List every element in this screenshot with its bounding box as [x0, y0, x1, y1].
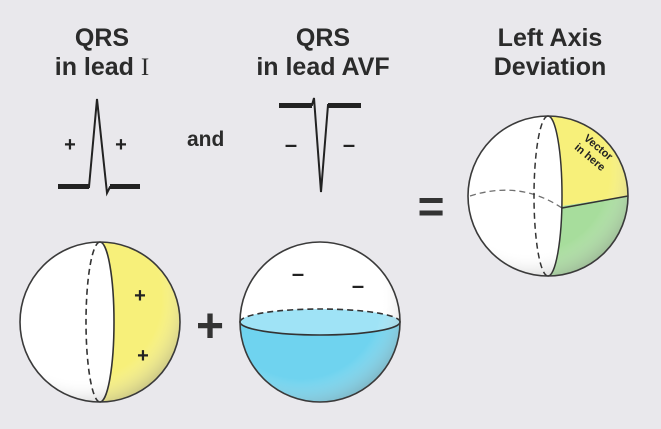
and-connector: and [187, 128, 225, 151]
lead1-baseline-bar [58, 184, 89, 189]
avf-heading-line2: in lead AVF [256, 53, 390, 81]
lead1-heading-line2: in lead I [22, 53, 182, 82]
plus-sign: + [196, 300, 224, 353]
result-heading: Left Axis Deviation [468, 24, 632, 82]
avf-heading: QRS in lead AVF [228, 24, 418, 82]
lead1-positive-sign-left: + [64, 134, 76, 156]
equals-sign: = [418, 180, 445, 232]
lead1-sphere-positive-2: + [137, 345, 149, 367]
avf-negative-sign-left: – [285, 132, 297, 157]
lead1-heading-roman: I [140, 54, 150, 81]
lead1-baseline-bar-right [110, 184, 140, 189]
lead1-positive-sign-right: + [115, 134, 127, 156]
lead1-qrs-waveform: + + [58, 98, 140, 197]
lead1-sphere-positive-1: + [134, 285, 146, 307]
avf-qrs-waveform: – – [279, 97, 361, 193]
lead1-sphere-outline [19, 241, 181, 403]
result-heading-line1: Left Axis [497, 24, 603, 52]
lad-meridian-solid [547, 115, 563, 277]
lead1-heading-prefix: in lead [54, 53, 141, 81]
lead1-equator-solid [99, 241, 115, 403]
avf-qrs-line [279, 97, 361, 193]
avf-negative-sign-right: – [343, 132, 355, 157]
lead1-sphere: + + [19, 241, 181, 403]
avf-equator-dashed [239, 308, 401, 323]
result-heading-line2: Deviation [493, 53, 607, 81]
avf-sphere-outline [239, 241, 401, 403]
lad-equator-dashed [469, 189, 563, 209]
avf-sphere-negative-1: – [292, 261, 304, 286]
lad-sphere: Vector in here [467, 115, 629, 277]
lead1-heading: QRS in lead I [22, 24, 182, 82]
lad-meridian-dashed [533, 115, 549, 277]
lad-equator-line [561, 195, 629, 209]
avf-sphere-negative-2: – [352, 273, 364, 298]
avf-heading-line1: QRS [295, 24, 351, 52]
lead1-equator-dashed [85, 241, 101, 403]
lead1-heading-line1: QRS [74, 24, 130, 52]
avf-equator-solid [239, 321, 401, 336]
avf-sphere: – – [239, 241, 401, 403]
lad-sphere-outline [467, 115, 629, 277]
